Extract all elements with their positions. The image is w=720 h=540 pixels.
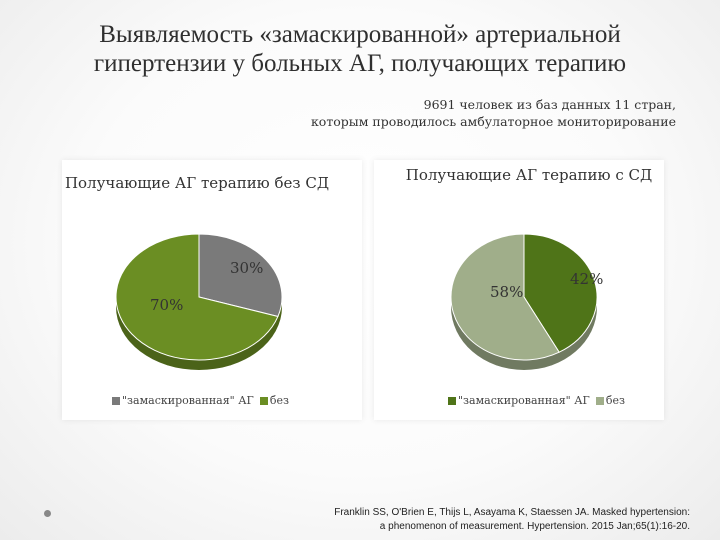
- legend-item: без: [259, 394, 289, 407]
- pie-slice-label: 70%: [150, 296, 183, 314]
- chart-title: Получающие АГ терапию без СД: [64, 174, 330, 192]
- pie-chart-no-diabetes: 30% 70%: [115, 233, 283, 370]
- chart-title: Получающие АГ терапию с СД: [405, 166, 653, 184]
- chart-panel-with-diabetes: Получающие АГ терапию с СД 42% 58% "замас…: [374, 160, 664, 420]
- legend-label: без: [605, 394, 625, 407]
- subtitle-line-2: которым проводилось амбулаторное монитор…: [310, 114, 676, 129]
- chart-legend: "замаскированная" АГ без: [112, 394, 295, 407]
- pie-slice-2: [115, 233, 279, 361]
- pie-slice-1: [523, 233, 598, 353]
- pie-slice-2: [450, 233, 560, 361]
- legend-label: "замаскированная" АГ: [458, 394, 590, 407]
- reference-line-1: Franklin SS, O'Brien E, Thijs L, Asayama…: [334, 507, 690, 518]
- pie-slice-label: 58%: [490, 283, 523, 301]
- chart-legend: "замаскированная" АГ без: [448, 394, 631, 407]
- chart-panel-no-diabetes: Получающие АГ терапию без СД 30% 70% "зам…: [62, 160, 362, 420]
- legend-item: "замаскированная" АГ: [112, 394, 254, 407]
- reference-citation: Franklin SS, O'Brien E, Thijs L, Asayama…: [334, 506, 690, 534]
- pie-slice-1: [198, 233, 283, 318]
- legend-label: без: [269, 394, 289, 407]
- legend-item: без: [595, 394, 625, 407]
- slide-subtitle: 9691 человек из баз данных 11 стран, кот…: [216, 96, 676, 130]
- subtitle-line-1: 9691 человек из баз данных 11 стран,: [423, 97, 676, 112]
- legend-item: "замаскированная" АГ: [448, 394, 590, 407]
- slide-title: Выявляемость «замаскированной» артериаль…: [93, 21, 627, 77]
- legend-swatch: [112, 396, 120, 405]
- pie-chart-with-diabetes: 42% 58%: [450, 233, 603, 370]
- pie-slice-label: 30%: [230, 259, 263, 277]
- legend-swatch: [595, 396, 604, 405]
- pie-slice-label: 42%: [570, 270, 603, 288]
- legend-label: "замаскированная" АГ: [122, 394, 254, 407]
- reference-line-2: a phenomenon of measurement. Hypertensio…: [379, 521, 690, 532]
- legend-swatch: [448, 396, 456, 405]
- bullet-dot: [44, 510, 51, 517]
- legend-swatch: [259, 396, 268, 405]
